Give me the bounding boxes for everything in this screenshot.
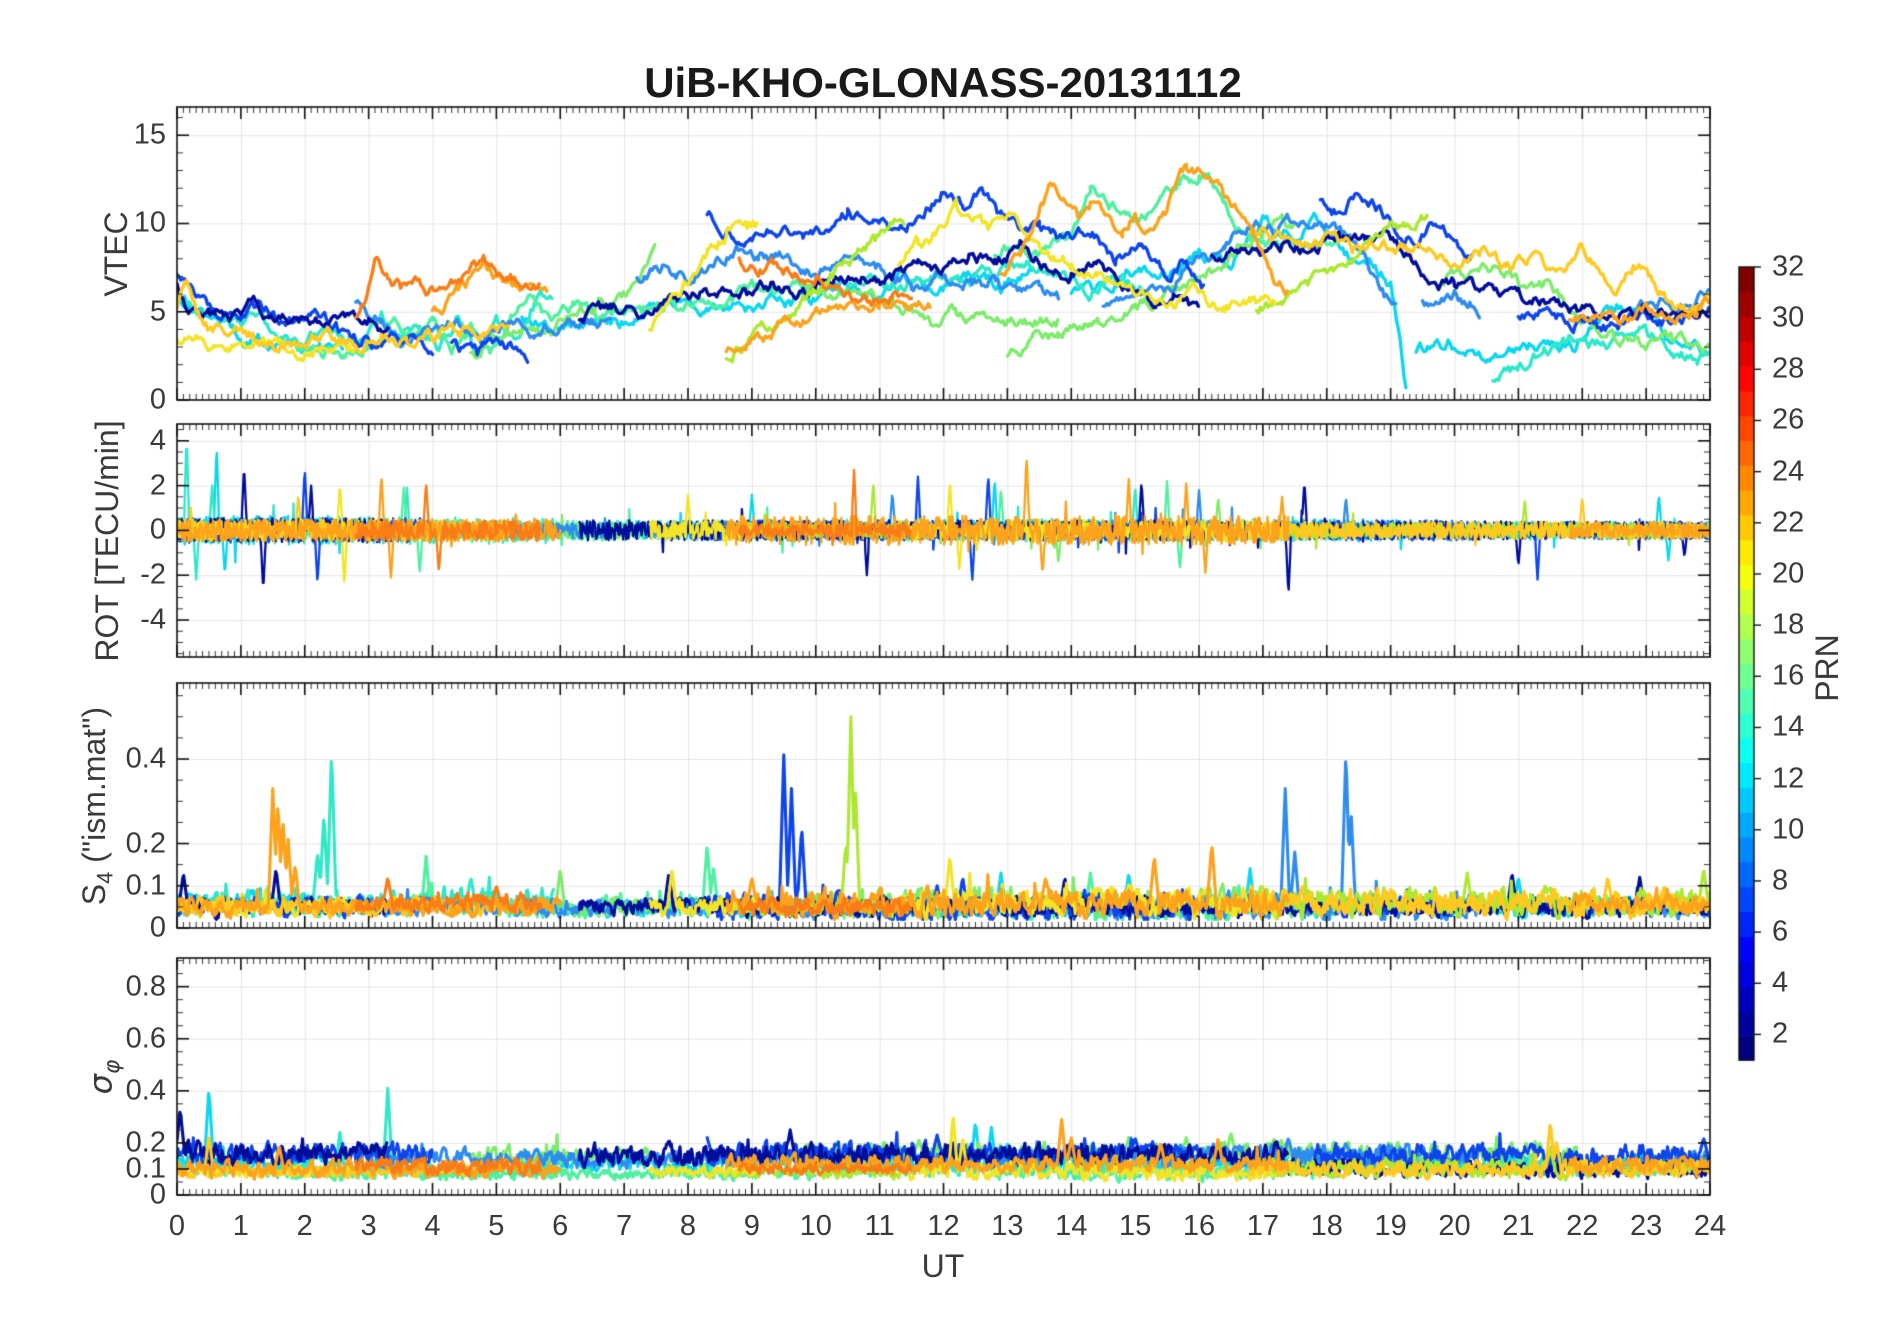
x-tick-label: 19 xyxy=(1374,1210,1407,1242)
y-tick-label: 4 xyxy=(149,424,166,457)
x-tick-label: 13 xyxy=(991,1210,1024,1242)
y-tick-label: -2 xyxy=(140,558,166,591)
x-tick-label: 22 xyxy=(1566,1210,1599,1242)
y-tick-label: 15 xyxy=(133,118,166,151)
x-tick-label: 5 xyxy=(488,1210,505,1242)
colorbar-tick-label: 12 xyxy=(1772,762,1805,795)
x-tick-label: 9 xyxy=(743,1210,760,1242)
x-tick-label: 24 xyxy=(1693,1210,1727,1242)
colorbar-tick-label: 16 xyxy=(1772,659,1805,692)
y-tick-label: 0.1 xyxy=(125,869,166,902)
y-axis-label-sigma_phi: σφ xyxy=(81,1059,125,1094)
x-tick-label: 7 xyxy=(616,1210,633,1242)
x-tick-label: 8 xyxy=(679,1210,697,1242)
chart-title: UiB-KHO-GLONASS-20131112 xyxy=(644,59,1242,106)
x-tick-label: 21 xyxy=(1502,1210,1535,1242)
x-tick-label: 3 xyxy=(360,1210,377,1242)
colorbar-tick-label: 6 xyxy=(1772,915,1789,948)
y-tick-label: 0.2 xyxy=(125,827,166,860)
x-axis-label: UT xyxy=(921,1248,965,1284)
y-tick-label: 0 xyxy=(149,1178,166,1211)
x-tick-label: 17 xyxy=(1246,1210,1280,1242)
colorbar-tick-label: 32 xyxy=(1772,250,1805,283)
x-tick-label: 4 xyxy=(424,1210,441,1242)
colorbar-tick-label: 30 xyxy=(1772,301,1805,334)
y-tick-label: 0.4 xyxy=(125,742,166,775)
x-tick-label: 1 xyxy=(232,1210,249,1242)
colorbar-tick-label: 10 xyxy=(1772,813,1805,846)
colorbar-tick-label: 4 xyxy=(1772,966,1789,999)
y-tick-label: 0.2 xyxy=(125,1126,166,1159)
y-tick-label: 2 xyxy=(149,469,166,502)
y-tick-label: 5 xyxy=(149,295,166,328)
y-tick-label: 0 xyxy=(149,911,166,944)
y-tick-label: 0 xyxy=(149,513,166,546)
y-tick-label: 0.1 xyxy=(125,1152,166,1185)
x-tick-label: 16 xyxy=(1182,1210,1216,1242)
y-tick-label: 0 xyxy=(149,383,166,416)
colorbar-label: PRN xyxy=(1809,634,1845,702)
x-tick-label: 14 xyxy=(1055,1210,1088,1242)
colorbar-tick-label: 18 xyxy=(1772,608,1805,641)
x-tick-label: 0 xyxy=(168,1210,186,1242)
x-tick-label: 2 xyxy=(296,1210,313,1242)
x-tick-label: 10 xyxy=(799,1210,832,1242)
y-tick-label: -4 xyxy=(140,603,166,636)
x-tick-label: 12 xyxy=(927,1210,960,1242)
colorbar-tick-label: 20 xyxy=(1772,557,1805,590)
colorbar-tick-label: 26 xyxy=(1772,403,1805,436)
colorbar-tick-label: 28 xyxy=(1772,352,1805,385)
y-tick-label: 0.4 xyxy=(125,1074,166,1107)
y-tick-label: 0.6 xyxy=(125,1022,166,1055)
x-tick-label: 18 xyxy=(1310,1210,1343,1242)
y-axis-label-vtec: VTEC xyxy=(98,210,134,297)
colorbar-tick-label: 22 xyxy=(1772,506,1805,539)
colorbar-tick-label: 24 xyxy=(1772,455,1805,488)
colorbar-tick-label: 14 xyxy=(1772,710,1805,743)
x-tick-label: 11 xyxy=(864,1210,895,1242)
y-tick-label: 0.8 xyxy=(125,970,166,1003)
y-axis-label-rot: ROT [TECU/min] xyxy=(89,419,125,662)
colorbar-tick-label: 2 xyxy=(1772,1017,1789,1050)
y-tick-label: 10 xyxy=(133,206,166,239)
y-axis-label-s4: S4 ("ism.mat") xyxy=(75,706,118,905)
x-tick-label: 23 xyxy=(1629,1210,1663,1242)
x-tick-label: 20 xyxy=(1438,1210,1471,1242)
x-tick-label: 15 xyxy=(1118,1210,1152,1242)
colorbar-tick-label: 8 xyxy=(1772,864,1789,897)
x-tick-label: 6 xyxy=(552,1210,569,1242)
